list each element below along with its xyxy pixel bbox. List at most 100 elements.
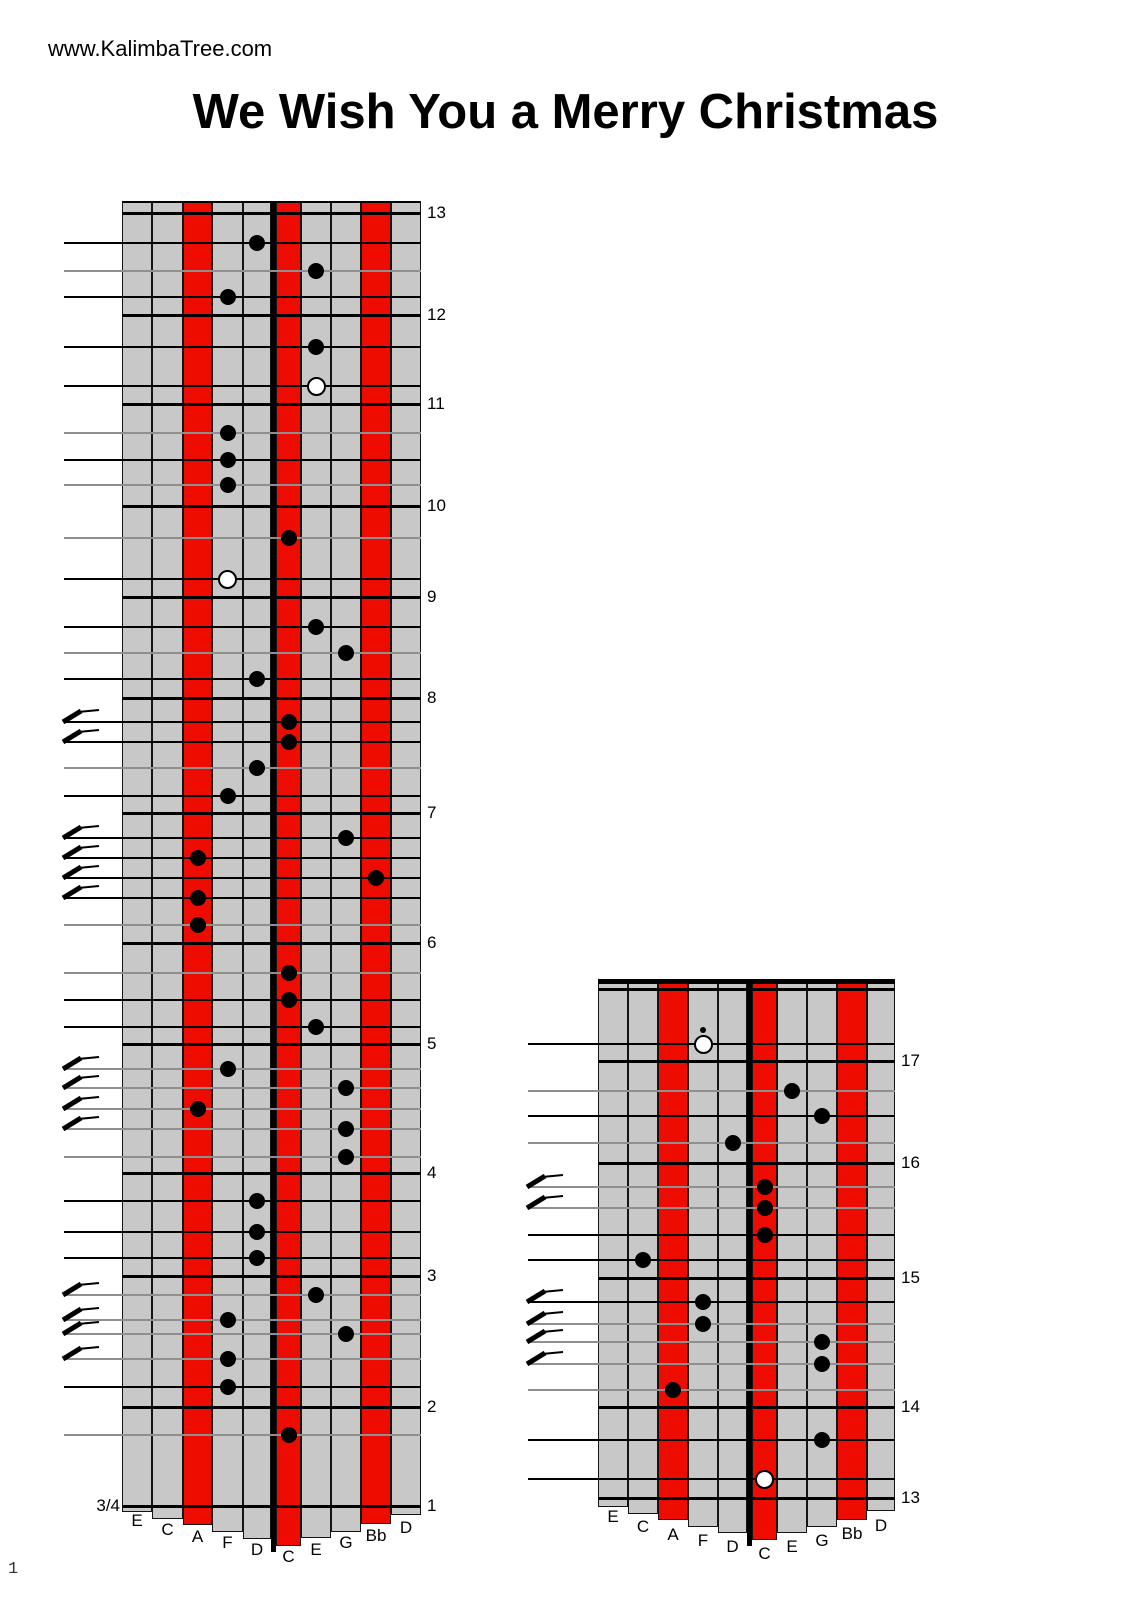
tine-label-A-2: A [667, 1525, 679, 1544]
note-dot-G [814, 1432, 830, 1448]
measure-line-17 [598, 1060, 895, 1063]
note-line-m4-G [64, 1087, 421, 1089]
note-dot-F [695, 1316, 711, 1332]
note-dot-A [189, 917, 206, 933]
dotted-half-dot [700, 1027, 706, 1033]
note-line-m12-F [64, 296, 421, 298]
note-line-m9-F [64, 578, 421, 580]
measure-number-8: 8 [427, 688, 437, 707]
note-dot-F [219, 1312, 236, 1328]
measure-line-5 [122, 1043, 421, 1046]
note-dot-Bb [368, 870, 384, 886]
eighth-flag-icon [61, 1343, 101, 1362]
eighth-flag-icon [525, 1286, 565, 1305]
note-line-m11-E [64, 385, 421, 387]
note-line-m6-A [64, 924, 421, 926]
eighth-flag-icon [61, 1093, 101, 1112]
note-line-m9-C [64, 537, 421, 539]
tine-label-E-6: E [786, 1537, 798, 1556]
eighth-flag-icon [61, 726, 101, 745]
page-number: 1 [8, 1560, 19, 1579]
tine-label-D-4: D [250, 1540, 264, 1559]
eighth-flag-icon [61, 1072, 101, 1091]
eighth-flag-icon [61, 1318, 101, 1337]
tine-label-C-5: C [282, 1547, 295, 1566]
eighth-flag-icon [61, 1113, 101, 1132]
tine-label-F-3: F [222, 1533, 233, 1552]
open-note-dot-F [218, 569, 237, 589]
note-dot-F [219, 452, 236, 468]
note-line-m7-D [64, 767, 421, 769]
note-dot-F [219, 289, 236, 305]
eighth-flag-icon [525, 1192, 565, 1211]
note-dot-G [338, 645, 354, 661]
tine-column-F-3 [212, 202, 243, 1532]
note-line-m4-G [64, 1156, 421, 1158]
measure-number-14: 14 [901, 1397, 920, 1416]
note-line-m3-D [64, 1257, 421, 1259]
note-dot-G [338, 830, 354, 846]
song-title: We Wish You a Merry Christmas [192, 85, 939, 139]
note-line-m6-G [64, 837, 421, 839]
note-line-m7-F [64, 795, 421, 797]
note-line-m10-F [64, 432, 421, 434]
measure-line-1 [122, 1505, 421, 1508]
note-dot-F [219, 1379, 236, 1395]
eighth-flag-icon [61, 1053, 101, 1072]
note-dot-C [280, 1427, 297, 1443]
eighth-flag-icon [61, 1279, 101, 1298]
note-line-m5-E [64, 1026, 421, 1028]
measure-number-5: 5 [427, 1034, 437, 1053]
tine-column-G-7 [331, 202, 361, 1532]
note-dot-A [189, 1101, 206, 1117]
note-dot-E [308, 619, 324, 635]
note-dot-F [219, 1351, 236, 1367]
note-line-m6-A [64, 857, 421, 859]
note-line-m13-C [528, 1478, 895, 1480]
note-dot-C [280, 530, 297, 546]
measure-line-6 [122, 942, 421, 945]
note-line-m15-C [528, 1259, 895, 1261]
measure-number-17: 17 [901, 1051, 920, 1070]
note-dot-G [814, 1356, 830, 1372]
note-line-m4-F [64, 1068, 421, 1070]
tine-label-E-0: E [607, 1507, 619, 1526]
measure-number-2: 2 [427, 1397, 437, 1416]
measure-line-9 [122, 596, 421, 599]
measure-line-4 [122, 1172, 421, 1175]
eighth-flag-icon [61, 862, 101, 881]
tine-label-C-1: C [161, 1520, 174, 1539]
measure-line-10 [122, 505, 421, 508]
note-line-m11-E [64, 346, 421, 348]
measure-number-11: 11 [427, 394, 445, 413]
tine-label-D-9: D [399, 1518, 413, 1537]
note-dot-E [308, 339, 324, 355]
tine-label-D-9: D [874, 1516, 888, 1535]
note-dot-D [249, 1193, 265, 1209]
note-dot-D [724, 1135, 741, 1151]
note-line-m10-F [64, 484, 421, 486]
note-line-m4-A [64, 1108, 421, 1110]
measure-number-1: 1 [427, 1496, 437, 1515]
measure-line-13 [598, 1497, 895, 1500]
note-dot-C [635, 1252, 651, 1268]
note-dot-E [784, 1083, 800, 1099]
note-dot-A [189, 850, 206, 866]
tine-column-E-0 [598, 980, 628, 1507]
measure-number-6: 6 [427, 933, 437, 952]
time-signature: 3/4 [96, 1496, 120, 1515]
note-dot-G [814, 1108, 830, 1124]
note-dot-C [280, 965, 297, 981]
note-line-m16-G [528, 1115, 895, 1117]
note-dot-F [219, 477, 236, 493]
measure-line-13 [122, 212, 421, 215]
note-dot-A [665, 1382, 681, 1398]
tine-column-F-3 [688, 980, 718, 1527]
eighth-flag-icon [61, 822, 101, 841]
tab-top-bar-1 [598, 988, 895, 991]
note-line-m14-G [528, 1363, 895, 1365]
open-note-dot-E [306, 376, 326, 396]
note-dot-C [756, 1179, 773, 1195]
note-dot-E [308, 1019, 324, 1035]
note-dot-C [756, 1227, 773, 1243]
